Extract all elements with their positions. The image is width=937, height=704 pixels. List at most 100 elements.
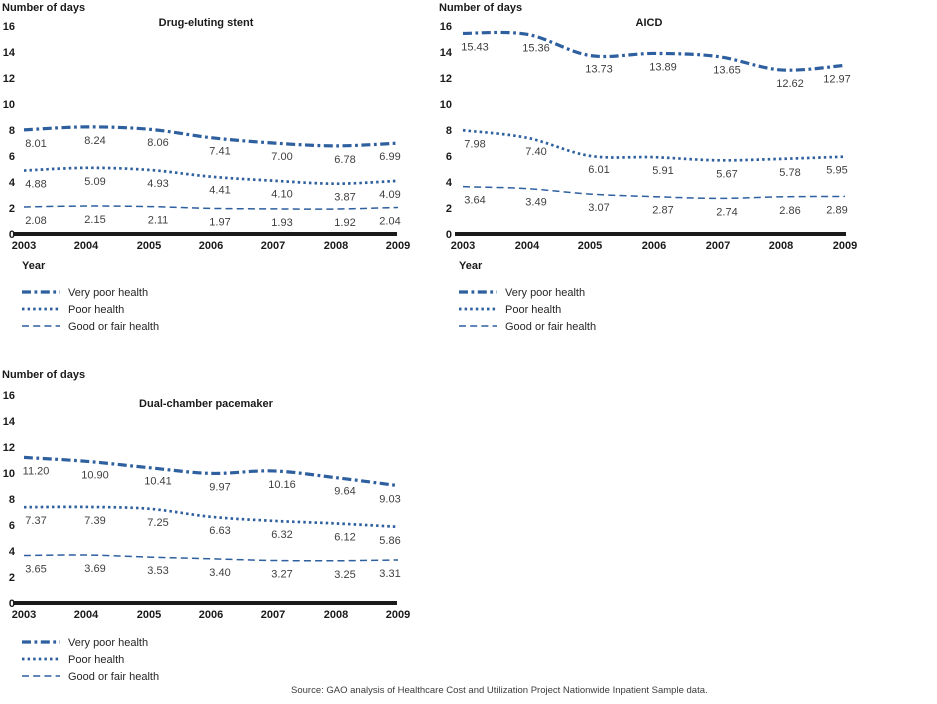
data-label: 9.64	[334, 486, 355, 498]
x-tick-label: 2008	[324, 240, 348, 252]
y-tick-label: 10	[3, 99, 15, 111]
chart-dual-chamber-pacemaker: Number of days 0 2 4 6 8 10 12 14 16 Dual-chamber …	[0, 367, 420, 690]
data-label: 8.01	[25, 138, 46, 150]
data-label: 5.95	[826, 165, 847, 177]
x-tick-label: 2008	[769, 240, 793, 252]
y-tick-label: 0	[446, 229, 452, 241]
data-label: 6.32	[271, 529, 292, 541]
data-label: 3.49	[525, 197, 546, 209]
data-label: 10.41	[144, 476, 172, 488]
y-tick-label: 6	[446, 151, 452, 163]
x-tick-label: 2004	[74, 609, 99, 621]
data-label: 2.74	[716, 206, 737, 218]
legend-item: Good or fair health	[22, 671, 159, 683]
legend-item: Very poor health	[459, 287, 585, 299]
data-label: 15.43	[461, 41, 489, 53]
data-label: 10.16	[268, 479, 296, 491]
legend-item: Poor health	[22, 654, 124, 666]
series-line-dotted	[462, 128, 846, 162]
data-label: 2.87	[652, 205, 673, 217]
data-label: 7.00	[271, 151, 292, 163]
legend-label: Very poor health	[68, 637, 148, 649]
data-label: 3.65	[25, 564, 46, 576]
y-tick-label: 4	[9, 546, 16, 558]
x-axis-title: Year	[22, 260, 46, 272]
data-label: 7.39	[84, 515, 105, 527]
data-label: 4.93	[147, 178, 168, 190]
y-tick-label: 8	[446, 125, 452, 137]
series-line-dotted	[23, 505, 399, 529]
series-line-dash-dot	[462, 30, 846, 72]
x-tick-label: 2006	[199, 609, 223, 621]
chart-drug-eluting-stent: Number of days 0 2 4 6 8 10 12 14 16 Drug-eluting …	[0, 0, 420, 345]
y-tick-label: 2	[9, 572, 15, 584]
x-tick-label: 2009	[833, 240, 857, 252]
y-tick-label: 14	[3, 47, 16, 59]
data-label: 2.11	[148, 215, 169, 227]
y-axis-title: Number of days	[2, 369, 85, 381]
y-tick-label: 2	[446, 203, 452, 215]
chart-title: Drug-eluting stent	[159, 17, 254, 29]
legend-label: Very poor health	[505, 287, 585, 299]
legend-item: Very poor health	[22, 637, 148, 649]
x-tick-label: 2009	[386, 240, 410, 252]
x-tick-label: 2003	[12, 240, 36, 252]
legend-label: Good or fair health	[68, 321, 159, 333]
data-label: 2.08	[25, 215, 46, 227]
data-label: 5.86	[379, 535, 400, 547]
data-label: 12.97	[823, 73, 851, 85]
data-label: 8.24	[84, 135, 105, 147]
data-label: 6.99	[379, 151, 400, 163]
x-tick-label: 2005	[137, 240, 161, 252]
data-label: 6.12	[334, 531, 355, 543]
series-line-dotted	[23, 166, 399, 186]
y-tick-label: 4	[9, 177, 16, 189]
x-tick-label: 2004	[515, 240, 540, 252]
legend-item: Good or fair health	[22, 321, 159, 333]
y-tick-label: 8	[9, 125, 15, 137]
data-label: 4.10	[271, 189, 292, 201]
x-tick-label: 2006	[642, 240, 666, 252]
legend-label: Poor health	[68, 304, 124, 316]
data-label: 6.78	[334, 154, 355, 166]
data-label: 7.98	[464, 138, 485, 150]
y-tick-label: 16	[3, 21, 15, 33]
data-label: 3.69	[84, 563, 105, 575]
data-label: 8.06	[147, 137, 168, 149]
data-label: 9.03	[379, 494, 400, 506]
legend-item: Good or fair health	[459, 321, 596, 333]
data-label: 1.97	[209, 216, 230, 228]
y-tick-label: 10	[440, 99, 452, 111]
y-tick-label: 8	[9, 494, 15, 506]
chart-svg: Number of days 0 2 4 6 8 10 12 14 16 AICD 15.43 15.3…	[439, 2, 857, 333]
x-tick-label: 2003	[451, 240, 475, 252]
x-axis-title: Year	[459, 260, 483, 272]
data-label: 5.78	[779, 167, 800, 179]
data-label: 10.90	[81, 469, 109, 481]
y-tick-label: 14	[440, 47, 453, 59]
legend-item: Poor health	[459, 304, 561, 316]
data-label: 6.01	[588, 164, 609, 176]
y-tick-label: 16	[3, 390, 15, 402]
data-label: 12.62	[776, 78, 804, 90]
data-label: 15.36	[522, 42, 550, 54]
legend-label: Good or fair health	[68, 671, 159, 683]
y-tick-label: 10	[3, 468, 15, 480]
data-label: 3.87	[334, 192, 355, 204]
y-tick-label: 0	[9, 598, 15, 610]
data-label: 2.86	[779, 205, 800, 217]
y-axis-title: Number of days	[439, 2, 522, 14]
data-label: 6.63	[209, 525, 230, 537]
x-tick-label: 2004	[74, 240, 99, 252]
chart-title: AICD	[636, 17, 663, 29]
series-line-dashed	[462, 185, 846, 200]
legend-label: Poor health	[505, 304, 561, 316]
data-label: 7.41	[209, 146, 230, 158]
data-label: 4.41	[209, 185, 230, 197]
data-label: 2.15	[84, 214, 105, 226]
data-label: 3.07	[588, 202, 609, 214]
chart-aicd: Number of days 0 2 4 6 8 10 12 14 16 AICD 15.43 15.3…	[437, 0, 937, 345]
data-label: 7.40	[525, 146, 546, 158]
